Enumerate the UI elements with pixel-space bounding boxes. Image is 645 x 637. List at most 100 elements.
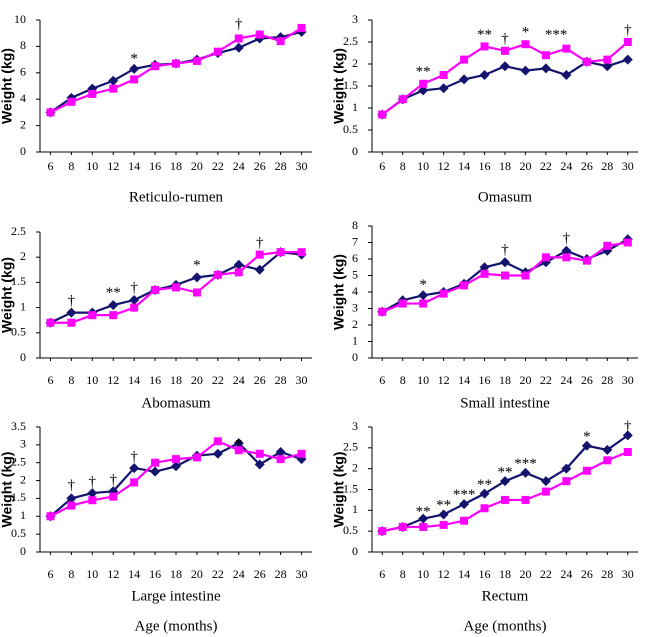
x-tick-label: 14 (128, 567, 140, 581)
point (46, 318, 55, 327)
x-axis-label: Age (months) (464, 618, 547, 634)
y-tick-label: 4 (352, 284, 358, 298)
x-tick-label: 28 (601, 567, 613, 581)
point (254, 459, 265, 470)
point (438, 83, 449, 94)
annotation: † (235, 17, 243, 33)
point (66, 307, 77, 318)
x-tick-label: 18 (170, 373, 182, 387)
point (275, 447, 286, 457)
point (87, 488, 98, 499)
point (561, 463, 572, 474)
point (541, 51, 550, 60)
x-tick-label: 20 (519, 567, 531, 581)
point (622, 54, 633, 65)
y-tick-label: 3 (352, 12, 358, 26)
point (130, 75, 139, 84)
y-tick-label: 8 (20, 38, 26, 52)
point (151, 285, 160, 294)
point (581, 440, 592, 451)
point (129, 463, 140, 474)
point (276, 248, 285, 257)
y-tick-label: 1 (352, 333, 358, 347)
y-axis-label: Weight (kg) (331, 48, 347, 124)
x-tick-label: 26 (581, 159, 593, 173)
x-tick-label: 12 (438, 159, 450, 173)
point (378, 527, 387, 536)
point (500, 61, 510, 72)
point (480, 504, 489, 513)
point (501, 271, 509, 280)
point (213, 270, 222, 279)
point (109, 84, 118, 93)
point (500, 257, 510, 268)
y-tick-label: 1.5 (343, 481, 358, 495)
x-tick-label: 20 (519, 373, 531, 387)
x-axis-label: Age (months) (135, 618, 218, 634)
y-tick-label: 0.5 (343, 122, 358, 136)
y-tick-label: 3 (352, 300, 358, 314)
point (129, 295, 140, 306)
point (602, 61, 613, 72)
annotation: * (419, 277, 427, 293)
y-tick-label: 0.5 (11, 526, 26, 540)
annotation: ** (416, 64, 431, 80)
y-tick-label: 0.5 (11, 325, 26, 339)
x-tick-label: 14 (458, 567, 470, 581)
y-tick-label: 2 (352, 56, 358, 70)
y-tick-label: 1 (20, 508, 26, 522)
point (398, 523, 407, 531)
point (418, 85, 429, 96)
x-tick-label: 10 (86, 373, 98, 387)
y-tick-label: 1 (352, 100, 358, 114)
annotation: * (193, 258, 201, 274)
x-tick-label: 8 (68, 567, 74, 581)
annotation: ** (416, 504, 431, 520)
y-axis-label: Weight (kg) (331, 254, 347, 330)
point (255, 30, 264, 39)
y-tick-label: 2.5 (11, 454, 26, 468)
x-tick-label: 8 (400, 373, 406, 387)
point (541, 487, 550, 496)
point (460, 516, 469, 525)
x-tick-label: 16 (479, 159, 491, 173)
y-tick-label: 0 (352, 544, 358, 558)
x-tick-label: 8 (68, 159, 74, 173)
point (378, 307, 387, 316)
annotation: † (501, 31, 509, 47)
x-tick-label: 12 (438, 373, 450, 387)
point (88, 89, 97, 98)
point (192, 56, 201, 65)
x-tick-label: 14 (458, 373, 470, 387)
point (276, 455, 285, 464)
y-tick-label: 1.5 (343, 78, 358, 92)
x-tick-label: 20 (191, 567, 203, 581)
y-tick-label: 0 (352, 350, 358, 364)
annotation: *** (453, 487, 476, 503)
point (602, 444, 613, 455)
annotation: ** (106, 285, 121, 301)
annotation: *** (545, 27, 568, 43)
x-tick-label: 24 (560, 373, 572, 387)
point (213, 437, 222, 446)
point (603, 55, 612, 64)
point (622, 430, 633, 441)
point (439, 520, 448, 529)
y-tick-label: 8 (352, 218, 358, 232)
x-tick-label: 12 (107, 373, 119, 387)
x-tick-label: 20 (191, 159, 203, 173)
point (254, 264, 265, 275)
point (172, 455, 180, 464)
annotation: † (624, 418, 632, 434)
point (460, 281, 469, 290)
x-tick-label: 6 (379, 159, 385, 173)
y-tick-label: 10 (14, 12, 26, 26)
point (603, 456, 612, 465)
x-tick-label: 26 (254, 373, 266, 387)
annotation: † (68, 293, 76, 309)
point (480, 42, 489, 51)
x-tick-label: 12 (438, 567, 450, 581)
point (255, 449, 264, 458)
y-tick-label: 7 (352, 234, 358, 248)
